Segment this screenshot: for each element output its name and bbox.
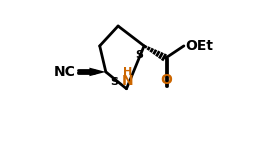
Text: N: N (121, 74, 133, 88)
Polygon shape (90, 68, 106, 76)
Text: S: S (136, 50, 143, 60)
Text: OEt: OEt (186, 39, 214, 53)
Text: S: S (110, 76, 118, 86)
Text: H: H (123, 67, 132, 77)
Text: O: O (160, 73, 172, 87)
Text: NC: NC (53, 65, 75, 79)
